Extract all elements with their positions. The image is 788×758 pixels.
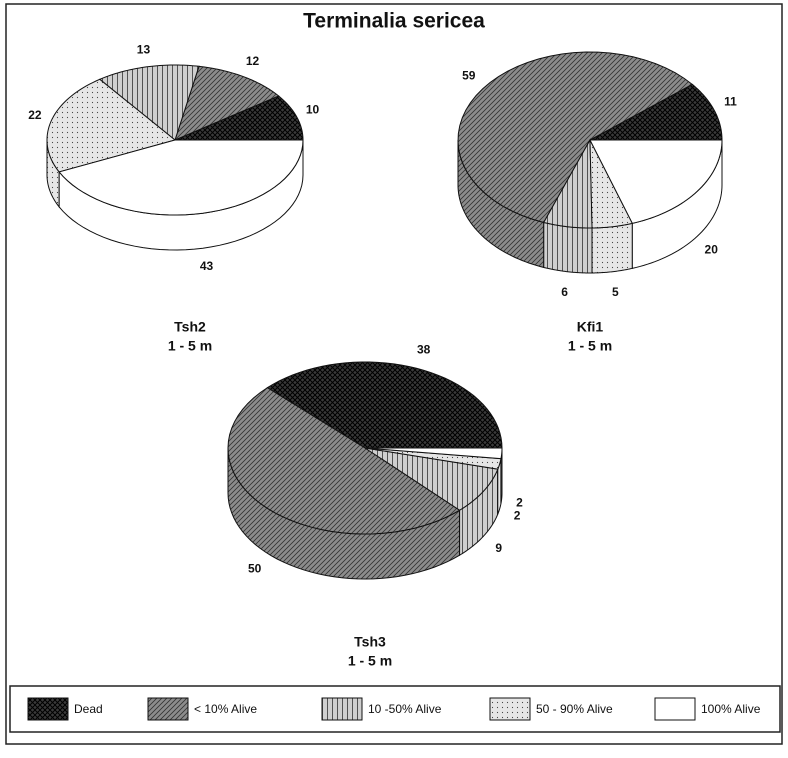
pie-slice bbox=[364, 447, 502, 470]
pie-title: Kfi1 bbox=[577, 319, 604, 335]
data-label: 9 bbox=[495, 541, 502, 555]
pie-side bbox=[591, 222, 633, 274]
pie-slice bbox=[266, 361, 503, 449]
data-label: 5 bbox=[612, 285, 619, 299]
data-label: 50 bbox=[248, 562, 262, 576]
pie-subtitle: 1 - 5 m bbox=[568, 338, 612, 354]
legend-swatch bbox=[147, 697, 189, 721]
pie-slice bbox=[174, 65, 280, 141]
pie-slice bbox=[589, 83, 723, 141]
pie-slice bbox=[589, 139, 634, 229]
legend-label: 10 -50% Alive bbox=[368, 702, 442, 716]
data-label: 2 bbox=[514, 508, 521, 522]
legend-label: Dead bbox=[74, 702, 103, 716]
pie-slice bbox=[543, 138, 593, 229]
legend-swatch bbox=[27, 697, 69, 721]
data-label: 59 bbox=[462, 69, 476, 83]
legend-swatch bbox=[654, 697, 696, 721]
pie-slice bbox=[227, 387, 461, 535]
pie-title: Tsh3 bbox=[354, 634, 386, 650]
data-label: 13 bbox=[137, 42, 151, 56]
frame bbox=[5, 3, 783, 745]
legend-swatch bbox=[489, 697, 531, 721]
pie-side bbox=[543, 221, 593, 274]
chart-title: Terminalia sericea bbox=[303, 10, 485, 33]
pie-subtitle: 1 - 5 m bbox=[168, 338, 212, 354]
pie-slice bbox=[174, 95, 304, 141]
data-label: 43 bbox=[200, 259, 214, 273]
pie-slice bbox=[589, 139, 723, 224]
data-label: 2 bbox=[516, 496, 523, 510]
legend-label: 50 - 90% Alive bbox=[536, 702, 613, 716]
legend-box bbox=[9, 685, 781, 733]
legend-swatch bbox=[321, 697, 363, 721]
data-label: 12 bbox=[246, 54, 260, 68]
legend-label: 100% Alive bbox=[701, 702, 761, 716]
data-label: 10 bbox=[306, 102, 320, 116]
data-label: 22 bbox=[28, 108, 42, 122]
pie-subtitle: 1 - 5 m bbox=[348, 653, 392, 669]
pie-title: Tsh2 bbox=[174, 319, 206, 335]
pie-slice bbox=[457, 51, 694, 224]
data-label: 11 bbox=[724, 95, 737, 109]
data-label: 6 bbox=[561, 285, 568, 299]
pie-slice bbox=[98, 64, 200, 141]
legend-label: < 10% Alive bbox=[194, 702, 257, 716]
data-label: 38 bbox=[417, 343, 431, 357]
pie-slice bbox=[58, 139, 304, 216]
pie-slice bbox=[364, 447, 499, 511]
data-label: 20 bbox=[705, 243, 719, 257]
pie-slice bbox=[364, 447, 503, 460]
